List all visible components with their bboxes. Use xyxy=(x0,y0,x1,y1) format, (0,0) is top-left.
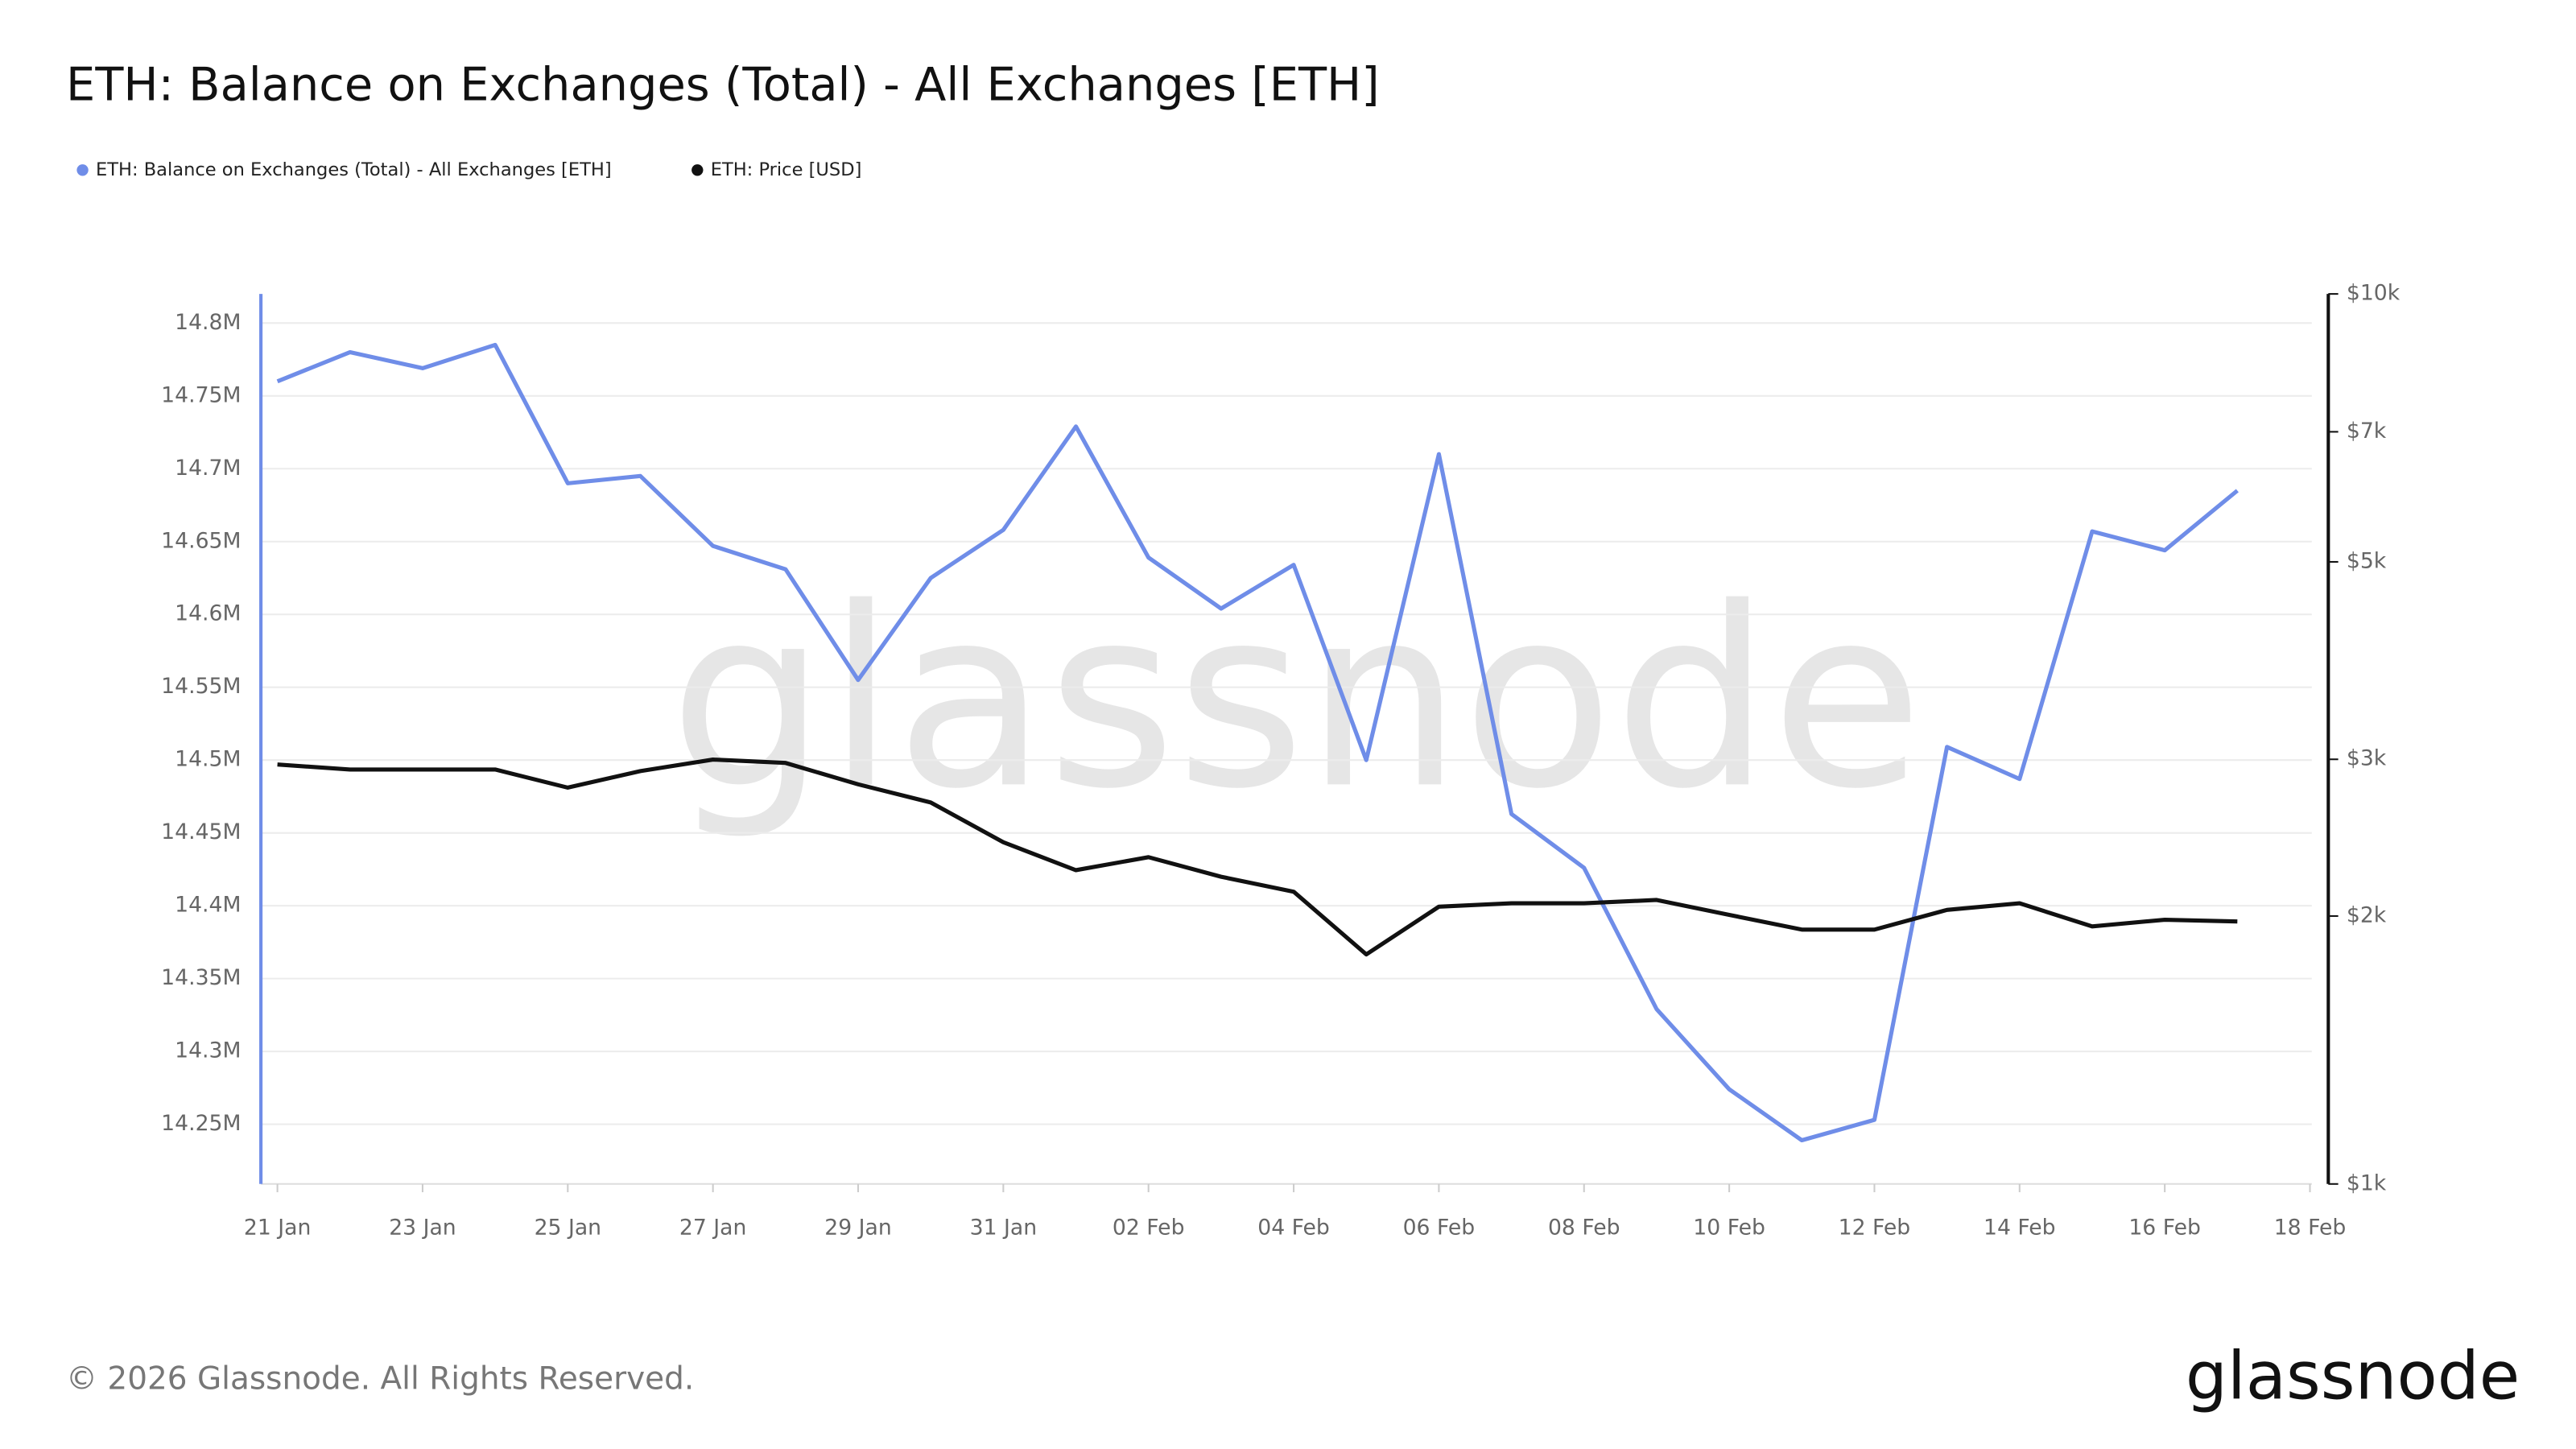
y-tick-label: 14.3M xyxy=(175,1038,241,1063)
y-tick-label: 14.4M xyxy=(175,893,241,918)
y2-tick-label: $3k xyxy=(2347,746,2387,771)
legend-label: ETH: Price [USD] xyxy=(711,159,862,180)
y2-tick-label: $1k xyxy=(2347,1170,2387,1195)
x-tick-label: 18 Feb xyxy=(2274,1216,2347,1241)
y-tick-label: 14.65M xyxy=(161,528,241,553)
x-tick-label: 14 Feb xyxy=(1984,1216,2056,1241)
y-tick-label: 14.55M xyxy=(161,674,241,699)
x-tick-label: 12 Feb xyxy=(1839,1216,1911,1241)
x-tick-label: 02 Feb xyxy=(1113,1216,1185,1241)
y-tick-label: 14.5M xyxy=(175,747,241,772)
y-tick-label: 14.35M xyxy=(161,965,241,990)
footer: © 2026 Glassnode. All Rights Reserved. xyxy=(66,1360,694,1397)
x-tick-label: 10 Feb xyxy=(1693,1216,1765,1241)
x-tick-label: 25 Jan xyxy=(535,1216,601,1241)
y2-tick-label: $2k xyxy=(2347,902,2387,927)
y2-tick-label: $7k xyxy=(2347,419,2387,444)
logo: glassnode xyxy=(2186,1338,2520,1414)
x-tick-label: 29 Jan xyxy=(824,1216,891,1241)
y2-tick-label: $10k xyxy=(2347,281,2401,306)
chart-title: ETH: Balance on Exchanges (Total) - All … xyxy=(66,57,1380,111)
y-tick-label: 14.75M xyxy=(161,382,241,407)
x-tick-label: 31 Jan xyxy=(970,1216,1037,1241)
series-line xyxy=(276,342,2239,1143)
legend-marker xyxy=(691,164,704,176)
y2-tick-label: $5k xyxy=(2347,548,2387,573)
y-tick-label: 14.7M xyxy=(175,456,241,481)
x-tick-label: 23 Jan xyxy=(389,1216,456,1241)
legend-label: ETH: Balance on Exchanges (Total) - All … xyxy=(96,159,612,180)
x-tick-label: 06 Feb xyxy=(1403,1216,1476,1241)
x-tick-label: 04 Feb xyxy=(1257,1216,1330,1241)
x-tick-label: 27 Jan xyxy=(679,1216,746,1241)
watermark: glassnode xyxy=(669,554,1923,843)
legend-marker xyxy=(76,164,89,176)
y-tick-label: 14.6M xyxy=(175,601,241,626)
x-tick-label: 21 Jan xyxy=(244,1216,311,1241)
y-tick-label: 14.25M xyxy=(161,1111,241,1136)
series-line xyxy=(277,758,2238,957)
y-tick-label: 14.8M xyxy=(175,310,241,335)
x-tick-label: 16 Feb xyxy=(2128,1216,2201,1241)
y-tick-label: 14.45M xyxy=(161,819,241,844)
x-tick-label: 08 Feb xyxy=(1548,1216,1620,1241)
